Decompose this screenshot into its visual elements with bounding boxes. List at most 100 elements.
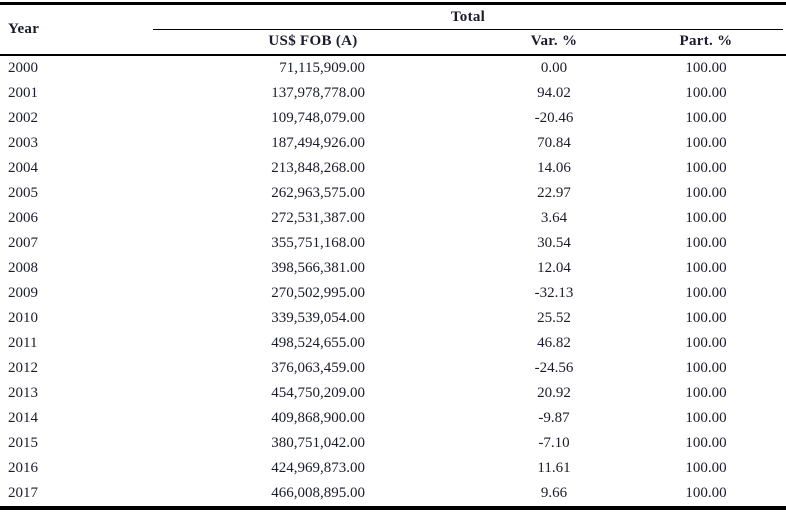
table-row: 2014 409,868,900.00 -9.87 100.00 bbox=[0, 406, 786, 431]
us-fob-cell: 398,566,381.00 bbox=[271, 260, 365, 276]
year-cell: 2003 bbox=[8, 135, 38, 151]
part-pct-cell: 100.00 bbox=[685, 385, 727, 401]
part-pct-cell: 100.00 bbox=[685, 260, 727, 276]
table-row: 2015 380,751,042.00 -7.10 100.00 bbox=[0, 431, 786, 456]
year-column-header: Year bbox=[8, 21, 40, 37]
us-fob-cell: 376,063,459.00 bbox=[271, 360, 365, 376]
table-header: Year Total US$ FOB (A) Var. % Part. % bbox=[0, 5, 786, 56]
part-pct-cell: 100.00 bbox=[685, 235, 727, 251]
var-pct-cell: -24.56 bbox=[534, 360, 574, 376]
table-row: 2011 498,524,655.00 46.82 100.00 bbox=[0, 331, 786, 356]
year-cell: 2013 bbox=[8, 385, 38, 401]
var-pct-cell: 70.84 bbox=[537, 135, 571, 151]
var-pct-cell: 9.66 bbox=[540, 485, 568, 501]
table-row: 2013 454,750,209.00 20.92 100.00 bbox=[0, 381, 786, 406]
table-row: 2001 137,978,778.00 94.02 100.00 bbox=[0, 81, 786, 106]
var-pct-cell: 20.92 bbox=[537, 385, 571, 401]
var-pct-cell: -9.87 bbox=[538, 410, 570, 426]
table-row: 2002 109,748,079.00 -20.46 100.00 bbox=[0, 106, 786, 131]
year-cell: 2004 bbox=[8, 160, 38, 176]
us-fob-cell: 454,750,209.00 bbox=[271, 385, 365, 401]
us-fob-cell: 71,115,909.00 bbox=[279, 60, 365, 76]
year-cell: 2006 bbox=[8, 210, 38, 226]
part-pct-cell: 100.00 bbox=[685, 485, 727, 501]
us-fob-cell: 380,751,042.00 bbox=[271, 435, 365, 451]
var-pct-cell: -7.10 bbox=[538, 435, 570, 451]
part-pct-cell: 100.00 bbox=[685, 310, 727, 326]
part-pct-cell: 100.00 bbox=[685, 185, 727, 201]
us-fob-cell: 339,539,054.00 bbox=[271, 310, 365, 326]
part-pct-cell: 100.00 bbox=[685, 460, 727, 476]
year-cell: 2017 bbox=[8, 485, 38, 501]
year-cell: 2002 bbox=[8, 110, 38, 126]
us-fob-cell: 137,978,778.00 bbox=[271, 85, 365, 101]
table-row: 2006 272,531,387.00 3.64 100.00 bbox=[0, 206, 786, 231]
us-fob-cell: 262,963,575.00 bbox=[271, 185, 365, 201]
var-pct-column-header: Var. % bbox=[530, 32, 578, 49]
table-row: 2005 262,963,575.00 22.97 100.00 bbox=[0, 181, 786, 206]
us-fob-cell: 109,748,079.00 bbox=[271, 110, 365, 126]
table-row: 2016 424,969,873.00 11.61 100.00 bbox=[0, 456, 786, 481]
us-fob-column-header: US$ FOB (A) bbox=[268, 32, 358, 49]
part-pct-cell: 100.00 bbox=[685, 210, 727, 226]
year-cell: 2001 bbox=[8, 85, 38, 101]
part-pct-cell: 100.00 bbox=[685, 85, 727, 101]
var-pct-cell: 3.64 bbox=[540, 210, 568, 226]
part-pct-cell: 100.00 bbox=[685, 435, 727, 451]
part-pct-column-header: Part. % bbox=[679, 32, 733, 49]
column-header-row: US$ FOB (A) Var. % Part. % bbox=[0, 30, 786, 52]
us-fob-cell: 409,868,900.00 bbox=[271, 410, 365, 426]
table-row: 2012 376,063,459.00 -24.56 100.00 bbox=[0, 356, 786, 381]
var-pct-cell: 25.52 bbox=[537, 310, 571, 326]
year-cell: 2016 bbox=[8, 460, 38, 476]
year-cell: 2000 bbox=[8, 60, 38, 76]
bottom-rule bbox=[0, 506, 786, 510]
var-pct-cell: 46.82 bbox=[537, 335, 571, 351]
part-pct-cell: 100.00 bbox=[685, 285, 727, 301]
year-cell: 2011 bbox=[8, 335, 38, 351]
year-cell: 2014 bbox=[8, 410, 38, 426]
part-pct-cell: 100.00 bbox=[685, 60, 727, 76]
us-fob-cell: 498,524,655.00 bbox=[271, 335, 365, 351]
var-pct-cell: -32.13 bbox=[534, 285, 574, 301]
table-row: 2004 213,848,268.00 14.06 100.00 bbox=[0, 156, 786, 181]
part-pct-cell: 100.00 bbox=[685, 135, 727, 151]
part-pct-cell: 100.00 bbox=[685, 410, 727, 426]
part-pct-cell: 100.00 bbox=[685, 360, 727, 376]
var-pct-cell: 22.97 bbox=[537, 185, 571, 201]
us-fob-cell: 213,848,268.00 bbox=[271, 160, 365, 176]
part-pct-cell: 100.00 bbox=[685, 160, 727, 176]
var-pct-cell: 0.00 bbox=[540, 60, 568, 76]
year-cell: 2008 bbox=[8, 260, 38, 276]
var-pct-cell: 11.61 bbox=[537, 460, 571, 476]
us-fob-cell: 466,008,895.00 bbox=[271, 485, 365, 501]
table-row: 2008 398,566,381.00 12.04 100.00 bbox=[0, 256, 786, 281]
us-fob-cell: 272,531,387.00 bbox=[271, 210, 365, 226]
group-header-row: Total bbox=[0, 5, 786, 30]
top-rule bbox=[0, 2, 786, 5]
table-row: 2009 270,502,995.00 -32.13 100.00 bbox=[0, 281, 786, 306]
var-pct-cell: -20.46 bbox=[534, 110, 574, 126]
table-row: 2010 339,539,054.00 25.52 100.00 bbox=[0, 306, 786, 331]
table-row: 2017 466,008,895.00 9.66 100.00 bbox=[0, 481, 786, 506]
var-pct-cell: 30.54 bbox=[537, 235, 571, 251]
part-pct-cell: 100.00 bbox=[685, 110, 727, 126]
year-cell: 2012 bbox=[8, 360, 38, 376]
table-row: 2007 355,751,168.00 30.54 100.00 bbox=[0, 231, 786, 256]
var-pct-cell: 94.02 bbox=[537, 85, 571, 101]
year-cell: 2015 bbox=[8, 435, 38, 451]
var-pct-cell: 12.04 bbox=[537, 260, 571, 276]
year-cell: 2010 bbox=[8, 310, 38, 326]
us-fob-cell: 424,969,873.00 bbox=[271, 460, 365, 476]
table-row: 2003 187,494,926.00 70.84 100.00 bbox=[0, 131, 786, 156]
table-body: 2000 71,115,909.00 0.00 100.00 2001 137,… bbox=[0, 56, 786, 506]
year-cell: 2009 bbox=[8, 285, 38, 301]
us-fob-cell: 270,502,995.00 bbox=[271, 285, 365, 301]
var-pct-cell: 14.06 bbox=[537, 160, 571, 176]
us-fob-cell: 187,494,926.00 bbox=[271, 135, 365, 151]
part-pct-cell: 100.00 bbox=[685, 335, 727, 351]
us-fob-cell: 355,751,168.00 bbox=[271, 235, 365, 251]
total-group-header: Total bbox=[153, 5, 783, 30]
year-cell: 2007 bbox=[8, 235, 38, 251]
